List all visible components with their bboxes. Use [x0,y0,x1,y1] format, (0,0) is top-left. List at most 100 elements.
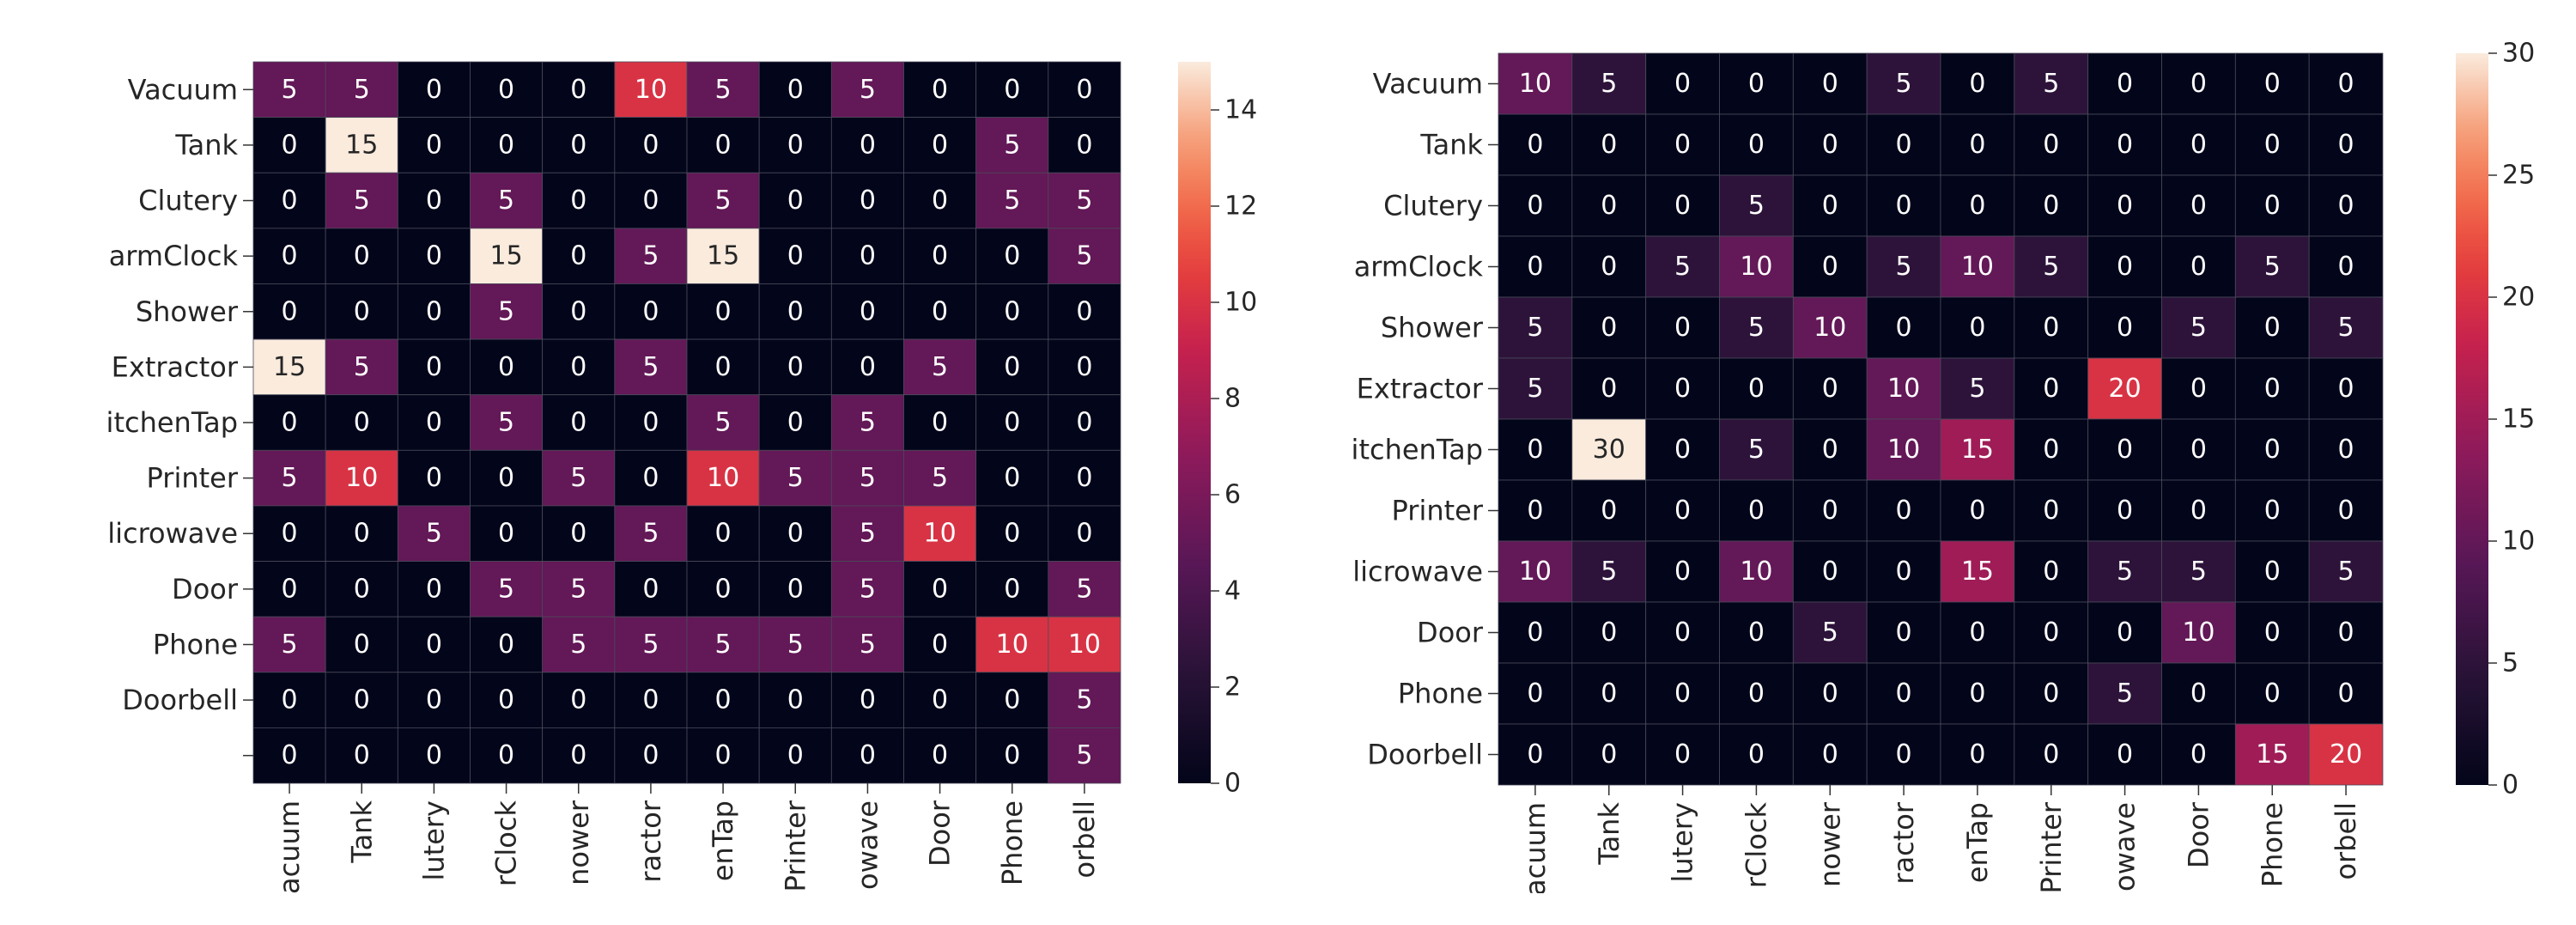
heatmap-cell-r2-c0 [1498,174,1573,237]
heatmap-cell-r8-c7 [758,505,832,562]
cell-value-label: 0 [1674,739,1691,770]
heatmap-cell-r0-c8 [2087,52,2162,115]
cell-value-label: 5 [1601,69,1617,99]
x-tick-label: owave [2109,802,2142,892]
heatmap-cell-r9-c2 [1645,601,1720,664]
heatmap-cell-r7-c10 [975,449,1049,507]
heatmap-cell-r7-c3 [470,449,544,507]
heatmap-cell-r3-c10 [975,228,1049,284]
heatmap-cell-r6-c10 [975,394,1049,451]
heatmap-cell-r3-c5 [614,228,688,284]
y-tick-label: itchenTap [106,406,238,439]
heatmap-cell-r7-c7 [2014,479,2089,542]
cell-value-label: 5 [1004,130,1020,160]
cell-value-label: 0 [2190,496,2207,526]
cell-value-label: 0 [426,296,442,326]
x-tick-label: ractor [1887,801,1920,884]
cell-value-label: 0 [282,740,298,770]
heatmap-cell-r11-c1 [325,672,398,728]
cell-value-label: 0 [498,740,514,770]
colorbar-tick-label: 20 [2502,283,2535,313]
cell-value-label: 0 [354,241,370,271]
heatmap-cell-r7-c0 [252,449,326,507]
y-tick-label: Vacuum [1373,68,1483,100]
heatmap-cell-r4-c8 [830,283,904,340]
y-tick-label: Printer [1392,495,1484,527]
cell-value-label: 0 [2043,435,2059,465]
cell-value-label: 0 [2338,130,2354,160]
heatmap-cell-r8-c6 [1940,540,2015,603]
cell-value-label: 0 [1527,191,1543,221]
cell-value-label: 0 [787,685,804,715]
cell-value-label: 5 [2190,313,2207,343]
cell-value-label: 0 [1004,75,1020,105]
cell-value-label: 5 [1748,313,1765,343]
x-tick-label: rClock [1740,802,1772,889]
heatmap-cell-r12-c3 [470,727,544,784]
cell-value-label: 15 [273,352,306,382]
x-tick-label: orbell [1068,800,1101,879]
cell-value-label: 0 [860,241,876,271]
heatmap-cell-r0-c3 [470,61,544,119]
cell-value-label: 5 [2338,313,2354,343]
cell-value-label: 0 [426,685,442,715]
cell-value-label: 0 [1601,130,1617,160]
cell-value-label: 0 [1896,191,1912,221]
heatmap-cell-r10-c2 [397,616,471,673]
cell-value-label: 0 [282,241,298,271]
heatmap-cell-r1-c9 [2161,113,2236,176]
cell-value-label: 0 [1076,130,1092,160]
cell-value-label: 0 [932,296,948,326]
cell-value-label: 0 [932,685,948,715]
cell-value-label: 0 [2338,496,2354,526]
cell-value-label: 0 [1674,496,1691,526]
cell-value-label: 0 [715,574,732,604]
cell-value-label: 0 [1674,374,1691,404]
cell-value-label: 5 [1527,374,1543,404]
cell-value-label: 0 [1969,313,1985,343]
cell-value-label: 0 [2043,130,2059,160]
cell-value-label: 0 [932,75,948,105]
heatmap-cell-r6-c7 [2014,418,2089,481]
x-tick-label: nower [562,800,595,885]
cell-value-label: 0 [642,685,659,715]
cell-value-label: 0 [354,296,370,326]
heatmap-cell-r3-c11 [2308,235,2384,298]
heatmap-cell-r7-c8 [2087,479,2162,542]
x-tick-label: Phone [996,800,1029,885]
cell-value-label: 5 [642,241,659,271]
cell-value-label: 0 [1969,618,1985,648]
heatmap-cell-r3-c8 [830,228,904,284]
heatmap-cell-r10-c4 [1792,662,1868,725]
cell-value-label: 0 [498,352,514,382]
cell-value-label: 0 [1601,191,1617,221]
y-tick-label: Doorbell [122,684,238,716]
y-tick-label: Doorbell [1367,739,1483,771]
heatmap-cell-r11-c10 [2234,723,2310,786]
heatmap-cell-r1-c11 [1048,117,1121,173]
cell-value-label: 5 [715,408,732,438]
cell-value-label: 0 [1969,191,1985,221]
cell-value-label: 0 [1076,519,1092,549]
y-tick-label: Door [1417,617,1484,649]
cell-value-label: 0 [2117,496,2133,526]
heatmap-cell-r10-c6 [1940,662,2015,725]
heatmap-cell-r1-c7 [2014,113,2089,176]
heatmap-cell-r9-c10 [2234,601,2310,664]
cell-value-label: 0 [426,130,442,160]
heatmap-cell-r8-c3 [1719,540,1794,603]
heatmap-cell-r8-c7 [2014,540,2089,603]
heatmap-cell-r7-c9 [903,449,977,507]
cell-value-label: 0 [282,186,298,216]
heatmap-cell-r6-c11 [2308,418,2384,481]
cell-value-label: 5 [498,574,514,604]
cell-value-label: 0 [1822,496,1838,526]
heatmap-cell-r9-c0 [1498,601,1573,664]
heatmap-cell-r4-c8 [2087,296,2162,359]
heatmap-cell-r12-c5 [614,727,688,784]
y-tick-label: itchenTap [1352,434,1483,466]
heatmap-cell-r6-c2 [397,394,471,451]
heatmap-cell-r3-c8 [2087,235,2162,298]
heatmap-cell-r9-c2 [397,561,471,618]
cell-value-label: 5 [2264,252,2281,282]
